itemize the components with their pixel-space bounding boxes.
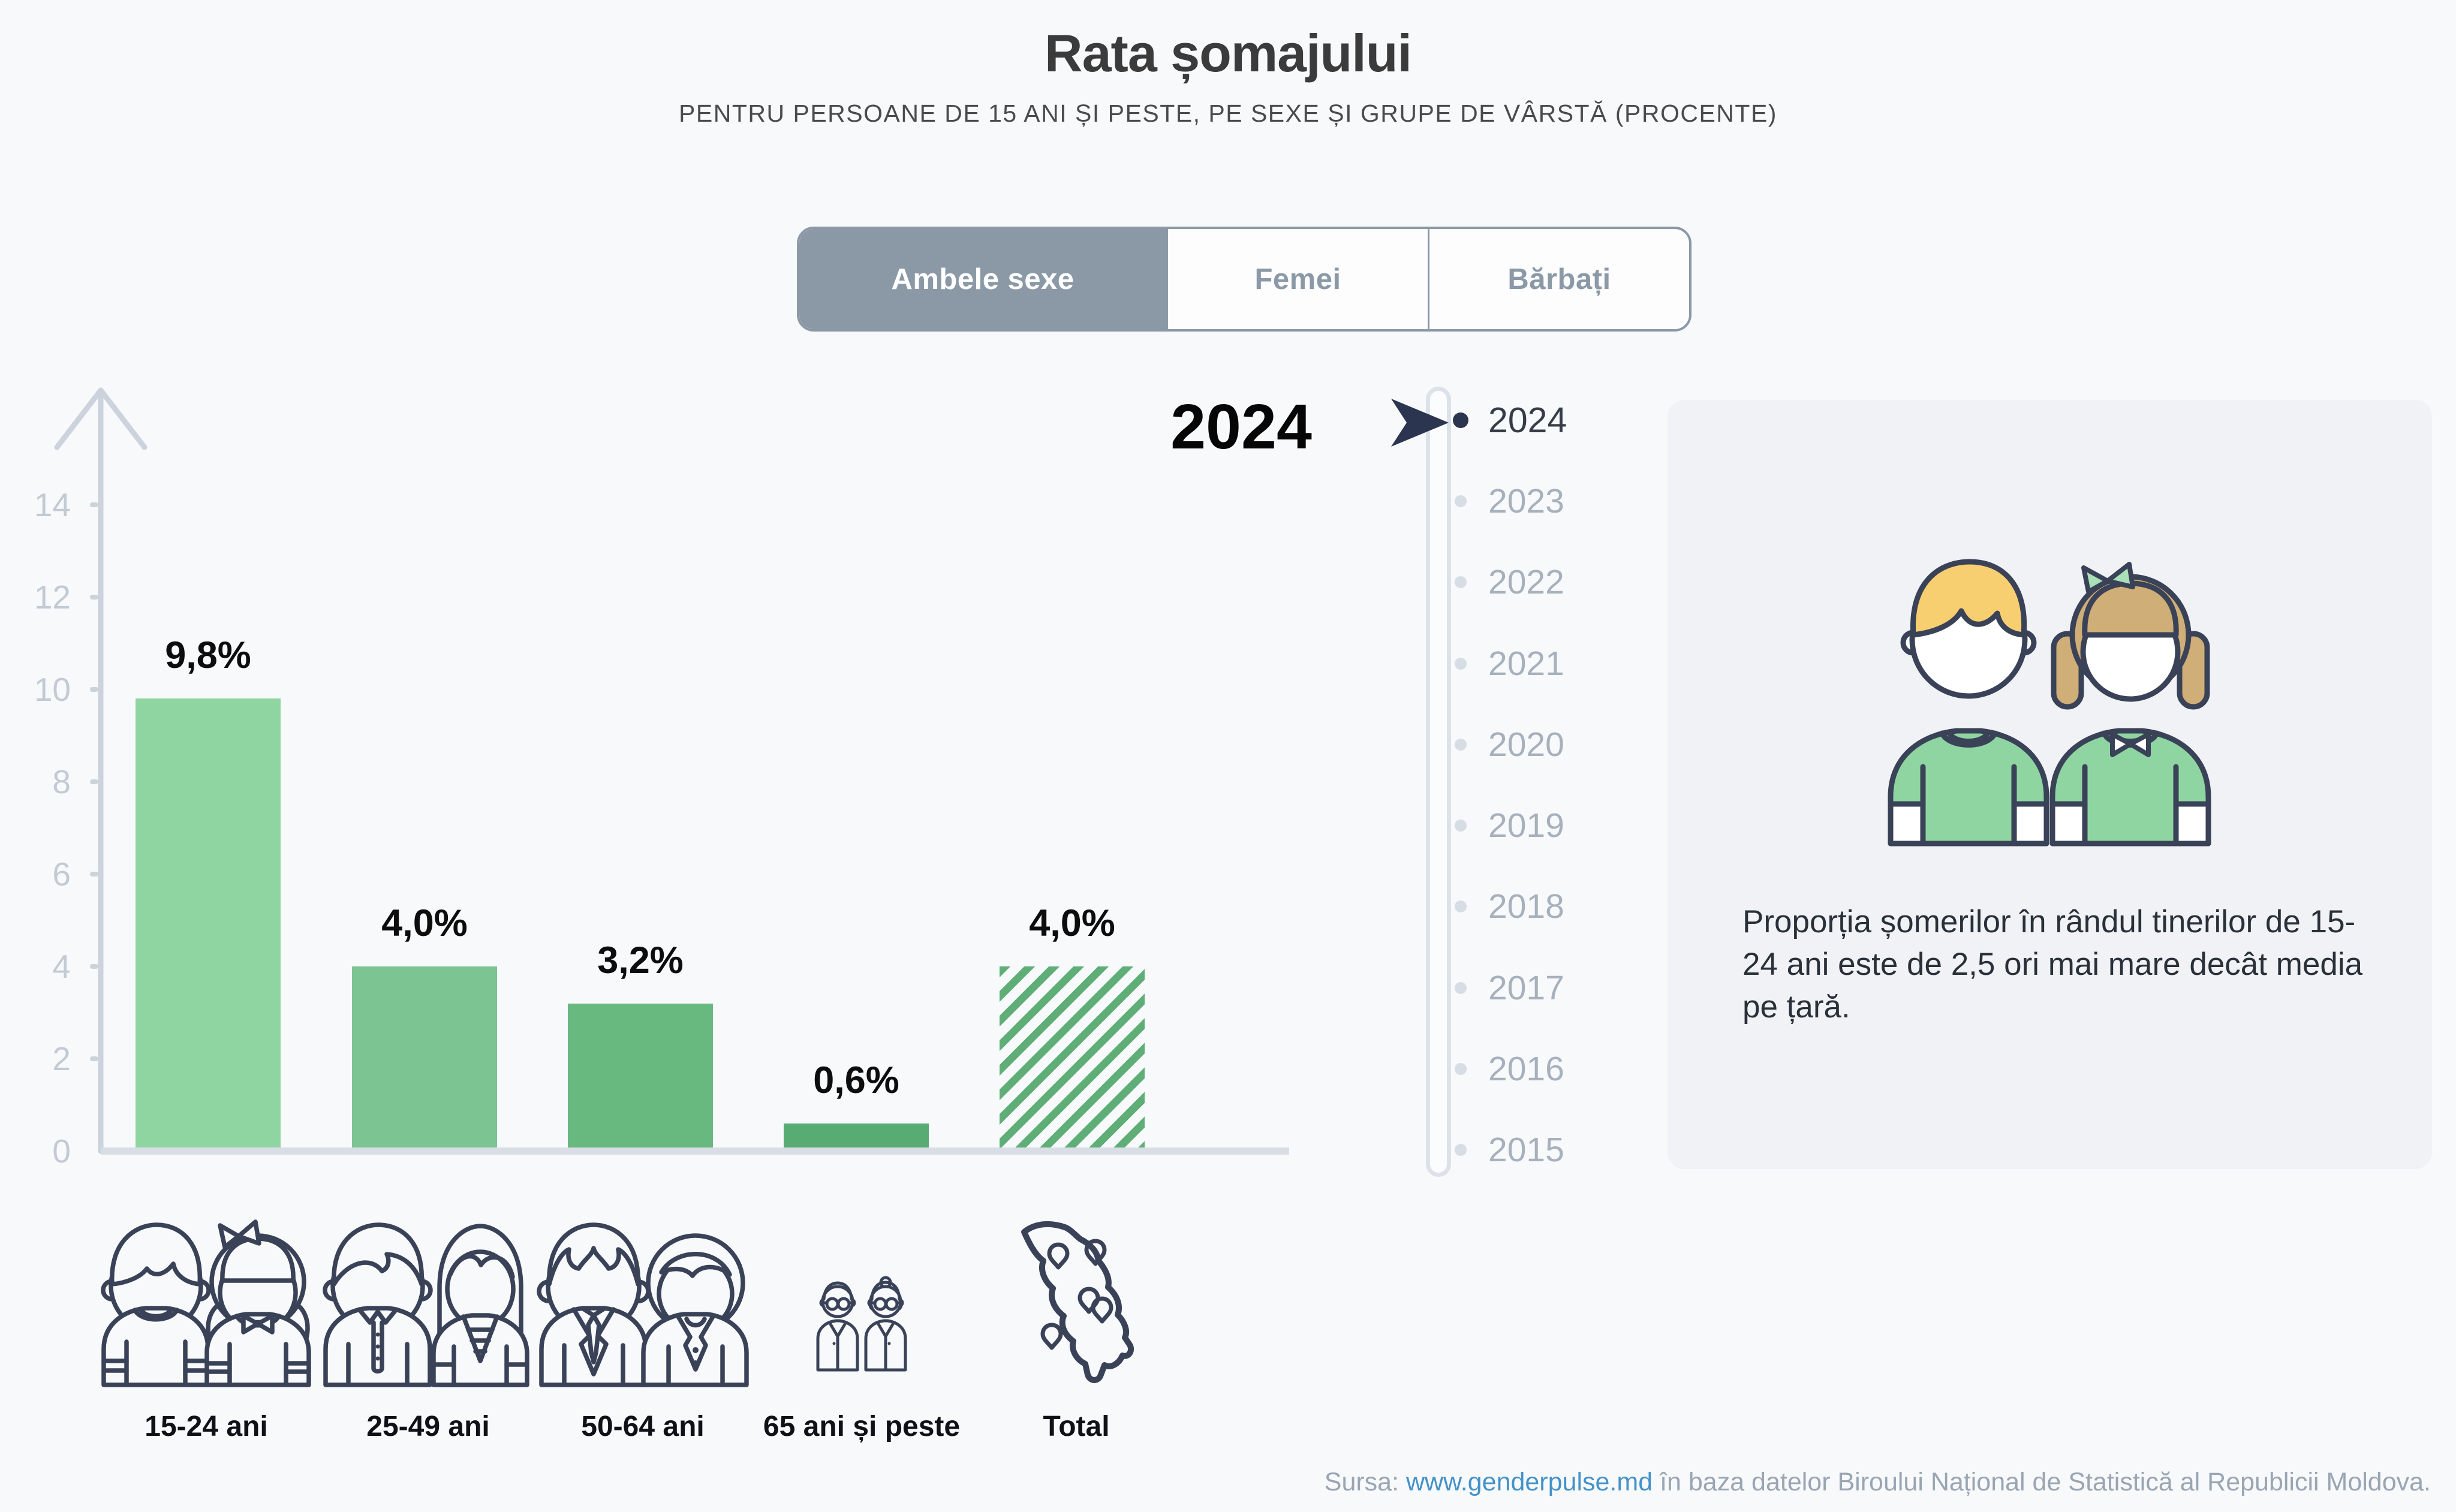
arrow-right-icon: [1391, 399, 1449, 447]
year-dot[interactable]: [1455, 658, 1467, 670]
category-label-65-plus: 65 ani și peste: [763, 1411, 961, 1442]
year-dot-selected[interactable]: [1453, 412, 1468, 428]
y-tick-label: 0: [52, 1133, 71, 1170]
source-attribution: Sursa: www.genderpulse.md în baza datelo…: [1325, 1468, 2431, 1497]
bar-value-label: 9,8%: [165, 634, 251, 676]
year-dot[interactable]: [1455, 1144, 1467, 1156]
category-label-25-49: 25-49 ani: [366, 1411, 490, 1442]
insight-text: Proporția șomerilor în rândul tinerilor …: [1742, 904, 2363, 1025]
bar-65-ani-si-peste[interactable]: [784, 1124, 929, 1147]
timeline-year-2015[interactable]: 2015: [1488, 1131, 1564, 1169]
y-tick-label: 2: [52, 1040, 71, 1077]
year-timeline-track[interactable]: [1426, 387, 1451, 1177]
y-tick-mark: [90, 595, 98, 600]
timeline-year-2018[interactable]: 2018: [1488, 887, 1564, 926]
year-dot[interactable]: [1455, 820, 1467, 832]
timeline-year-2016[interactable]: 2016: [1488, 1050, 1564, 1088]
tab-barbati[interactable]: Bărbați: [1507, 263, 1611, 296]
y-tick-label: 8: [52, 763, 71, 800]
y-tick-mark: [90, 872, 98, 877]
category-label-15-24: 15-24 ani: [145, 1411, 268, 1442]
x-axis-line: [101, 1147, 1289, 1155]
timeline-year-2019[interactable]: 2019: [1488, 806, 1564, 845]
y-tick-label: 6: [52, 856, 71, 893]
timeline-year-2022[interactable]: 2022: [1488, 563, 1564, 601]
page-subtitle: PENTRU PERSOANE DE 15 ANI ȘI PESTE, PE S…: [679, 100, 1777, 127]
timeline-year-2023[interactable]: 2023: [1488, 482, 1564, 520]
tab-femei[interactable]: Femei: [1166, 229, 1429, 329]
insight-panel: Proporția șomerilor în rândul tinerilor …: [1668, 400, 2432, 1169]
timeline-year-2017[interactable]: 2017: [1488, 969, 1564, 1007]
y-tick-label: 12: [34, 579, 71, 616]
y-tick-label: 4: [52, 948, 71, 985]
tab-ambele-sexe[interactable]: Ambele sexe: [799, 229, 1166, 329]
y-tick-label: 10: [34, 671, 71, 708]
bar-value-label: 4,0%: [381, 902, 468, 944]
bar-15-24-ani[interactable]: [136, 698, 281, 1147]
y-tick-label: 14: [34, 486, 71, 523]
elderly-pair-icon: [816, 1276, 907, 1372]
mature-pair-icon: [537, 1222, 749, 1387]
category-label-50-64: 50-64 ani: [581, 1411, 705, 1442]
bar-value-label: 4,0%: [1029, 902, 1115, 944]
youth-pair-icon: [101, 1219, 311, 1387]
year-dot[interactable]: [1455, 495, 1467, 507]
bar-50-64-ani[interactable]: [568, 1004, 713, 1147]
bar-25-49-ani[interactable]: [352, 966, 497, 1147]
selected-year-display: 2024: [1170, 391, 1312, 462]
y-tick-mark: [90, 779, 98, 784]
source-prefix: Sursa:: [1324, 1468, 1399, 1496]
year-dot[interactable]: [1455, 739, 1467, 751]
adults-pair-icon: [323, 1222, 529, 1387]
page-title: Rata șomajului: [1045, 23, 1412, 83]
bar-total[interactable]: [1000, 966, 1145, 1147]
sex-filter-tabs: Ambele sexe Femei Bărbați: [797, 227, 1691, 332]
bar-value-label: 0,6%: [813, 1059, 899, 1101]
moldova-map-icon: [1021, 1221, 1134, 1383]
source-suffix: în baza datelor Biroului Național de Sta…: [1660, 1468, 2431, 1496]
bar-value-label: 3,2%: [597, 939, 684, 981]
year-dot[interactable]: [1455, 576, 1467, 588]
year-dot[interactable]: [1455, 900, 1467, 912]
timeline-year-2024[interactable]: 2024: [1488, 400, 1567, 440]
y-tick-mark: [90, 964, 98, 969]
year-dot[interactable]: [1455, 1063, 1467, 1075]
year-dot[interactable]: [1455, 982, 1467, 994]
axis-arrow-up-icon: [54, 387, 148, 1154]
y-tick-mark: [90, 1056, 98, 1061]
category-label-total: Total: [1043, 1411, 1110, 1442]
y-tick-mark: [90, 502, 98, 507]
genderpulse-link[interactable]: www.genderpulse.md: [1406, 1468, 1653, 1496]
y-tick-mark: [90, 687, 98, 692]
timeline-year-2020[interactable]: 2020: [1488, 725, 1564, 764]
timeline-year-2021[interactable]: 2021: [1488, 644, 1564, 683]
boy-and-girl-icon: [1888, 559, 2211, 847]
